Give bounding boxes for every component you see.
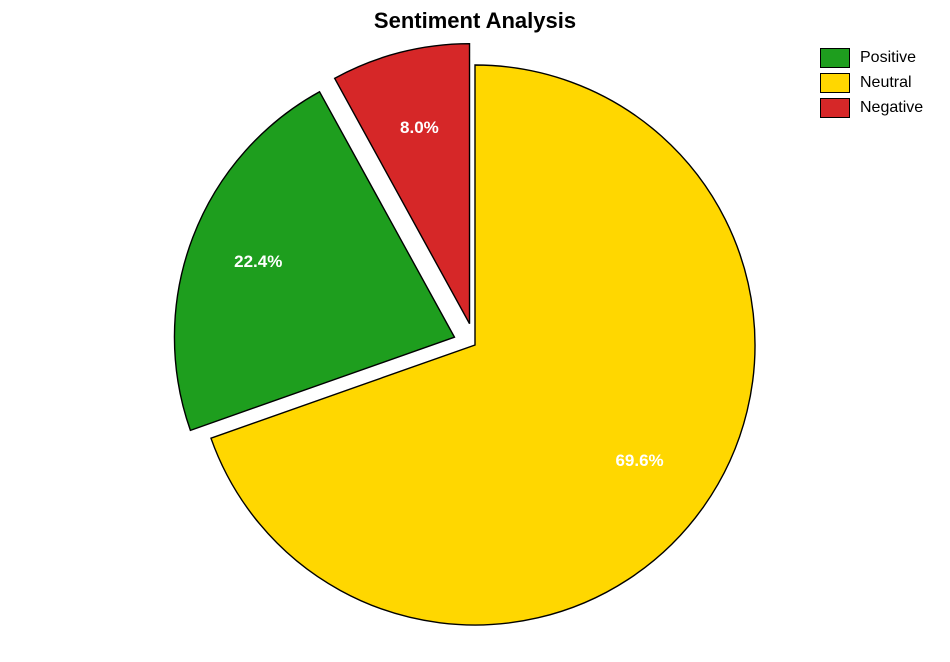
pie-chart-container: Sentiment Analysis 69.6%22.4%8.0% Positi… (0, 0, 950, 662)
legend-label-negative: Negative (860, 99, 923, 117)
legend-item-neutral: Neutral (820, 73, 923, 93)
legend: Positive Neutral Negative (820, 48, 923, 123)
legend-item-negative: Negative (820, 98, 923, 118)
slice-label-positive: 22.4% (234, 252, 282, 271)
slice-label-negative: 8.0% (400, 118, 439, 137)
legend-swatch-positive (820, 48, 850, 68)
legend-label-neutral: Neutral (860, 74, 912, 92)
legend-swatch-neutral (820, 73, 850, 93)
legend-item-positive: Positive (820, 48, 923, 68)
pie-chart-svg: 69.6% 22.4% 8.0% (0, 0, 950, 662)
legend-label-positive: Positive (860, 49, 916, 67)
legend-swatch-negative (820, 98, 850, 118)
slice-label-neutral: 69.6% (615, 451, 663, 470)
